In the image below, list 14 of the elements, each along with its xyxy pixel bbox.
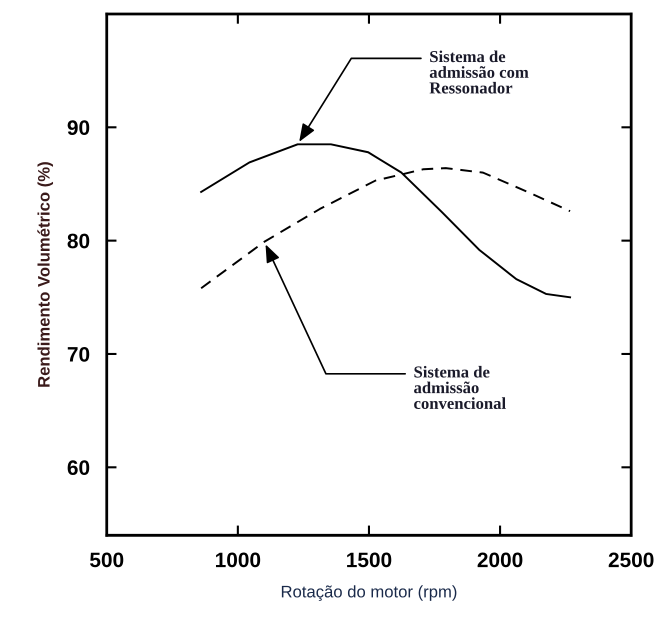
annotation: Sistema de admissão convencional — [414, 366, 506, 409]
x-axis-title: Rotação do motor (rpm) — [282, 585, 456, 601]
x-tick-label: 1500 — [347, 552, 392, 568]
x-tick-label: 2500 — [608, 552, 654, 568]
y-tick-label: 70 — [68, 346, 90, 362]
y-tick-label: 90 — [68, 120, 90, 136]
y-tick-label: 80 — [68, 234, 90, 248]
annotation: Sistema de admissão com Ressonador — [430, 50, 529, 94]
y-tick-label: 60 — [68, 460, 90, 476]
x-tick-label: 500 — [90, 552, 124, 568]
x-tick-label: 1000 — [216, 552, 260, 568]
x-tick-label: 2000 — [478, 552, 522, 568]
line-series — [200, 143, 572, 298]
y-axis-title: Rendimento Volumétrico (%) — [37, 162, 54, 387]
